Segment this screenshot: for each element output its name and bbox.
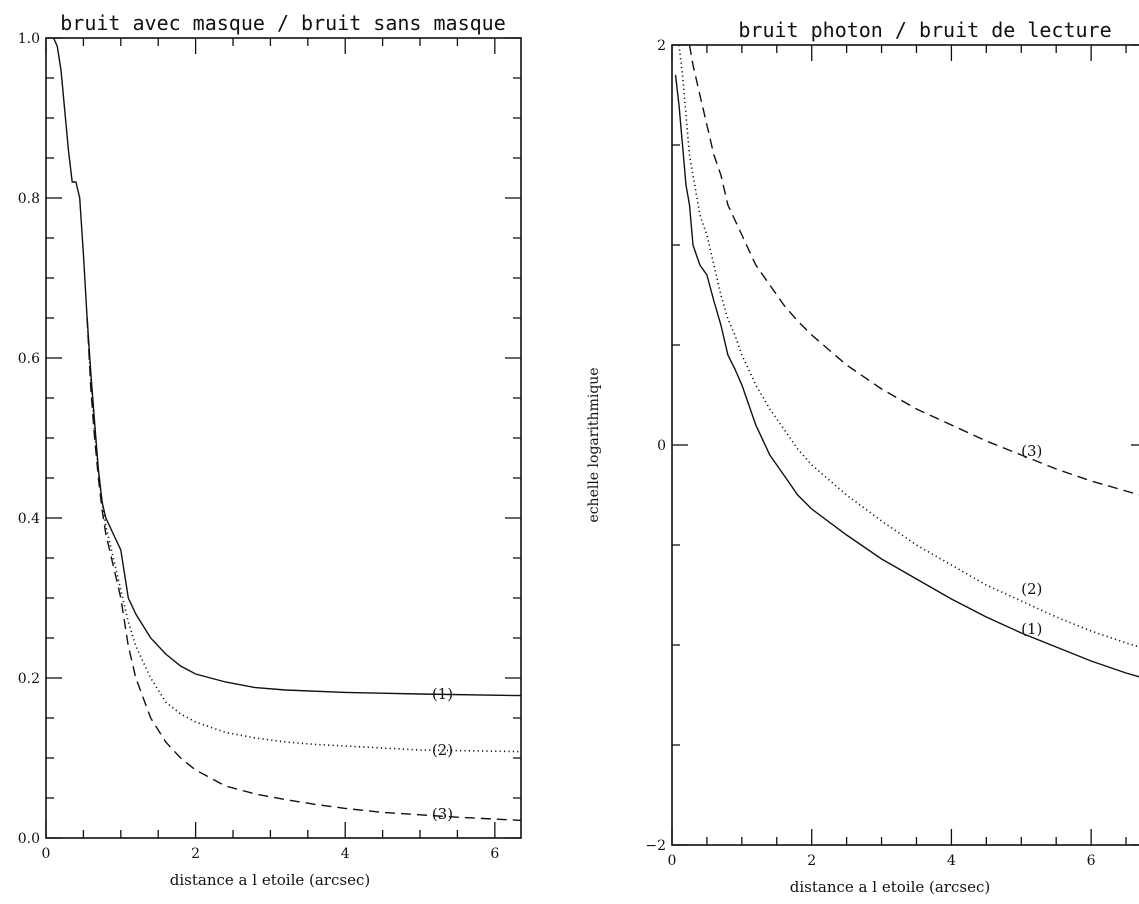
right-x-tick-label: 6 xyxy=(1087,853,1096,869)
right-plot-frame xyxy=(671,44,1139,846)
left-y-tick-label: 0.4 xyxy=(18,511,40,527)
right-ticks: 0 2 4 6−202 xyxy=(645,38,1139,869)
right-x-tick-label: 0 xyxy=(668,853,677,869)
left-curve-labels: (1) (2) (3) xyxy=(432,685,453,823)
left-series-dashed xyxy=(86,317,522,822)
left-y-tick-label: 0.8 xyxy=(18,191,40,207)
left-ticks: 0 2 4 6 0.0 0.2 0.4 0.6 0.8 1.0 xyxy=(18,31,521,862)
right-chart-title: bruit photon / bruit de lecture xyxy=(738,18,1111,42)
left-x-axis-label: distance a l etoile (arcsec) xyxy=(170,871,370,889)
left-series xyxy=(52,37,522,822)
right-series-solid xyxy=(674,74,1139,678)
right-y-tick-label: 2 xyxy=(657,38,666,54)
right-curve-label: (2) xyxy=(1021,580,1042,598)
left-series-solid xyxy=(52,37,522,697)
left-curve-label: (3) xyxy=(432,805,453,823)
left-y-tick-label: 0.6 xyxy=(18,351,40,367)
right-series-dashed xyxy=(688,44,1139,496)
right-curve-label: (3) xyxy=(1021,442,1042,460)
right-curve-labels: (3) (2) (1) xyxy=(1021,442,1042,638)
right-y-tick-label: 0 xyxy=(657,438,666,454)
right-series xyxy=(674,44,1139,678)
left-x-tick-label: 4 xyxy=(341,846,350,862)
left-y-tick-label: 0.0 xyxy=(18,831,40,847)
left-series-dotted xyxy=(86,317,522,753)
left-plot-frame xyxy=(45,37,522,839)
right-x-tick-label: 4 xyxy=(947,853,956,869)
left-x-tick-label: 0 xyxy=(42,846,51,862)
left-curve-label: (2) xyxy=(432,741,453,759)
right-curve-label: (1) xyxy=(1021,620,1042,638)
right-x-axis-label: distance a l etoile (arcsec) xyxy=(790,878,990,896)
right-y-tick-label: −2 xyxy=(645,838,666,854)
left-curve-label: (1) xyxy=(432,685,453,703)
left-chart-title: bruit avec masque / bruit sans masque xyxy=(60,11,506,35)
right-series-dotted xyxy=(678,44,1139,648)
left-y-tick-label: 1.0 xyxy=(18,31,40,47)
left-x-tick-label: 2 xyxy=(191,846,200,862)
chart-left: bruit avec masque / bruit sans masque di… xyxy=(18,11,522,889)
right-x-tick-label: 2 xyxy=(807,853,816,869)
left-y-tick-label: 0.2 xyxy=(18,671,40,687)
chart-right: bruit photon / bruit de lecture distance… xyxy=(586,18,1139,896)
right-y-axis-label: echelle logarithmique xyxy=(586,367,602,522)
left-x-tick-label: 6 xyxy=(490,846,499,862)
